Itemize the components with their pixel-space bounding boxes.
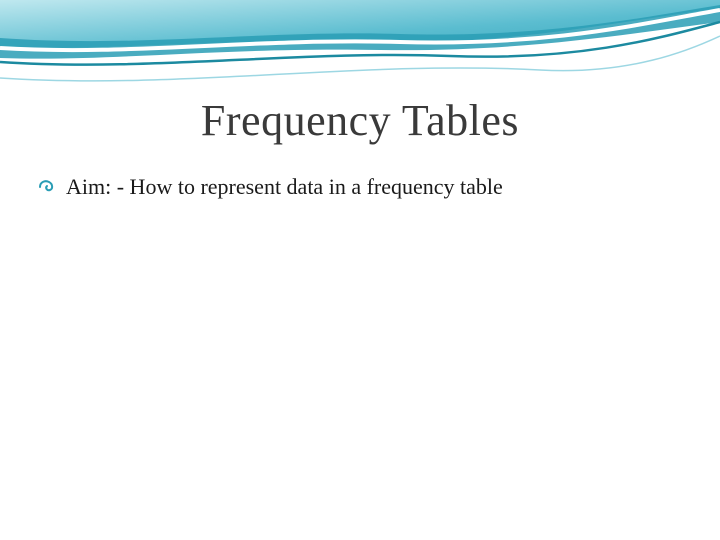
bullet-item: Aim: - How to represent data in a freque…: [0, 174, 720, 201]
bullet-text: Aim: - How to represent data in a freque…: [66, 174, 503, 200]
bullet-swirl-icon: [38, 178, 60, 201]
slide-title: Frequency Tables: [0, 95, 720, 146]
slide-content: Frequency Tables Aim: - How to represent…: [0, 0, 720, 201]
slide-container: Frequency Tables Aim: - How to represent…: [0, 0, 720, 540]
